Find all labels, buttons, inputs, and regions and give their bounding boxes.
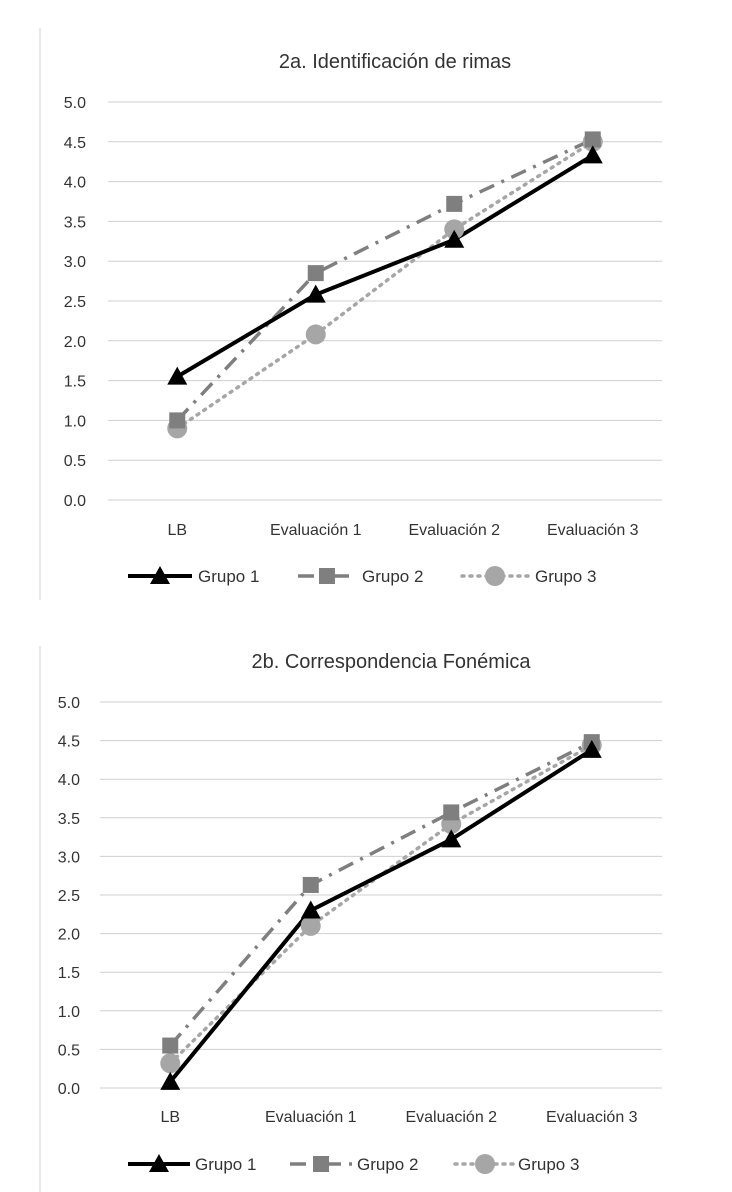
data-point-series-2 xyxy=(302,876,319,893)
legend-marker-1 xyxy=(150,566,170,584)
data-point-series-3 xyxy=(444,219,465,240)
data-point-series-2 xyxy=(446,195,463,212)
x-tick-label: LB xyxy=(167,522,187,539)
legend-marker-2 xyxy=(319,568,335,584)
legend-marker-3 xyxy=(475,1154,495,1174)
series-markers xyxy=(160,734,602,1090)
legend-label-1: Grupo 1 xyxy=(195,1155,256,1174)
series-line-1 xyxy=(176,153,594,379)
series-markers xyxy=(167,131,603,439)
legend-marker-1 xyxy=(149,1154,169,1172)
y-tick-label: 2.0 xyxy=(58,927,80,944)
gridlines xyxy=(108,101,662,501)
data-point-series-1 xyxy=(581,739,602,758)
chart-title: 2b. Correspondencia Fonémica xyxy=(251,651,531,673)
legend: Grupo 1 Grupo 2 Grupo 3 xyxy=(128,566,596,586)
legend-label-2: Grupo 2 xyxy=(362,567,423,586)
data-point-series-1 xyxy=(582,145,603,164)
gridlines xyxy=(100,701,662,1089)
y-tick-label: 5.0 xyxy=(64,95,86,112)
data-point-series-2 xyxy=(443,804,460,821)
x-tick-label: Evaluación 1 xyxy=(270,522,362,539)
series-line-2 xyxy=(168,740,593,1047)
series-lines xyxy=(175,137,595,431)
y-tick-labels: 0.0 0.5 1.0 1.5 2.0 2.5 3.0 3.5 4.0 4.5 5.0 xyxy=(64,95,86,510)
y-tick-labels: 0.0 0.5 1.0 1.5 2.0 2.5 3.0 3.5 4.0 4.5 5.0 xyxy=(58,695,80,1098)
data-point-series-3 xyxy=(300,915,321,936)
data-point-series-1 xyxy=(160,1071,181,1090)
data-point-series-2 xyxy=(307,265,324,282)
y-tick-label: 1.5 xyxy=(58,965,80,982)
chart-2b: 2b. Correspondencia Fonémica 0.0 0.5 1.0 1.… xyxy=(39,646,662,1192)
data-point-series-3 xyxy=(305,324,326,345)
y-tick-label: 3.5 xyxy=(64,214,86,231)
y-tick-label: 4.0 xyxy=(58,772,80,789)
series-line-3 xyxy=(168,743,594,1066)
chart-title: 2a. Identificación de rimas xyxy=(279,51,511,73)
legend-label-3: Grupo 3 xyxy=(535,567,596,586)
chart-2a: 2a. Identificación de rimas 0.0 0.5 1.0 1.5… xyxy=(39,28,662,600)
y-tick-label: 3.5 xyxy=(58,811,80,828)
data-point-series-1 xyxy=(444,229,465,248)
legend-marker-3 xyxy=(485,566,505,586)
x-tick-label: Evaluación 3 xyxy=(547,522,639,539)
y-tick-label: 5.0 xyxy=(58,695,80,712)
y-tick-label: 1.0 xyxy=(58,1004,80,1021)
y-tick-label: 1.5 xyxy=(64,374,86,391)
x-tick-label: LB xyxy=(160,1109,180,1126)
y-tick-label: 4.5 xyxy=(58,734,80,751)
y-tick-label: 4.0 xyxy=(64,175,86,192)
series-line-1 xyxy=(168,748,593,1084)
data-point-series-3 xyxy=(160,1053,181,1074)
y-tick-label: 4.5 xyxy=(64,135,86,152)
y-tick-label: 3.0 xyxy=(64,254,86,271)
x-tick-label: Evaluación 3 xyxy=(546,1109,638,1126)
y-tick-label: 0.5 xyxy=(58,1042,80,1059)
legend-label-3: Grupo 3 xyxy=(518,1155,579,1174)
data-point-series-1 xyxy=(300,900,321,919)
data-point-series-2 xyxy=(584,131,601,148)
x-tick-labels: LB Evaluación 1 Evaluación 2 Evaluación 3 xyxy=(167,522,638,539)
y-tick-label: 2.5 xyxy=(58,888,80,905)
y-tick-label: 0.0 xyxy=(58,1081,80,1098)
x-tick-label: Evaluación 2 xyxy=(405,1109,497,1126)
y-tick-label: 2.0 xyxy=(64,334,86,351)
x-tick-label: Evaluación 2 xyxy=(408,522,500,539)
series-lines xyxy=(168,740,594,1084)
x-tick-label: Evaluación 1 xyxy=(265,1109,357,1126)
series-line-3 xyxy=(175,140,595,431)
legend-label-2: Grupo 2 xyxy=(357,1155,418,1174)
legend: Grupo 1 Grupo 2 Grupo 3 xyxy=(128,1154,579,1174)
data-point-series-2 xyxy=(169,412,186,429)
y-tick-label: 0.5 xyxy=(64,453,86,470)
legend-marker-2 xyxy=(313,1156,329,1172)
data-point-series-2 xyxy=(162,1037,179,1054)
series-line-2 xyxy=(175,137,594,422)
y-tick-label: 1.0 xyxy=(64,413,86,430)
data-point-series-1 xyxy=(305,284,326,303)
y-tick-label: 2.5 xyxy=(64,294,86,311)
y-tick-label: 0.0 xyxy=(64,493,86,510)
x-tick-labels: LB Evaluación 1 Evaluación 2 Evaluación 3 xyxy=(160,1109,637,1126)
data-point-series-1 xyxy=(441,829,462,848)
y-tick-label: 3.0 xyxy=(58,849,80,866)
legend-label-1: Grupo 1 xyxy=(198,567,259,586)
data-point-series-1 xyxy=(167,366,188,385)
